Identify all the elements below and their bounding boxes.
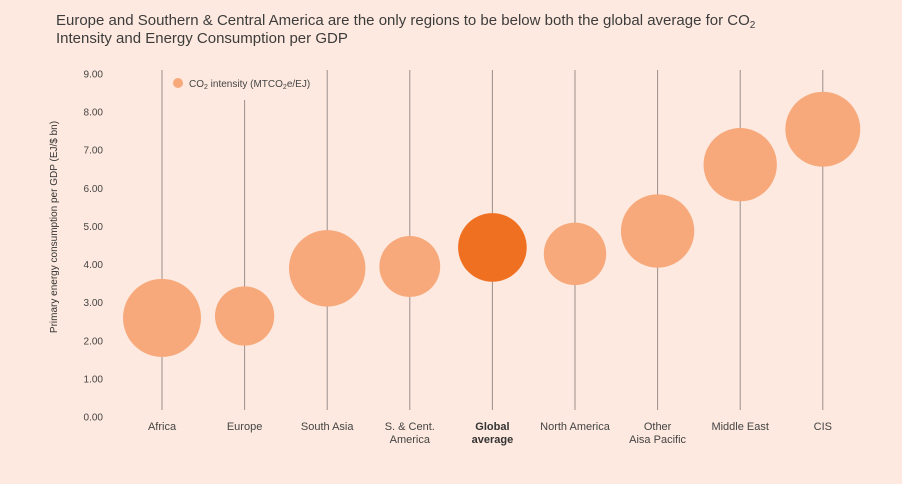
y-tick-label-6: 6.00 [84, 184, 104, 195]
y-tick-label-1: 1.00 [84, 374, 104, 385]
bubble-8 [785, 91, 861, 167]
x-category-label-6-1: Aisa Pacific [629, 434, 686, 446]
legend-label-part-1: 2 [204, 84, 208, 91]
x-category-label-8-0: CIS [814, 421, 832, 433]
y-tick-label-4: 4.00 [84, 260, 104, 271]
x-category-label-6-0: Other [644, 421, 672, 433]
x-category-label-0-0: Africa [148, 421, 177, 433]
x-category-label-1-0: Europe [227, 421, 262, 433]
bubble-7 [703, 128, 777, 202]
y-tick-label-0: 0.00 [84, 413, 104, 424]
x-category-label-5-0: North America [540, 421, 611, 433]
y-tick-label-9: 9.00 [84, 70, 104, 81]
legend-label-part-3: 2 [283, 84, 287, 91]
bubble-3 [379, 236, 441, 297]
y-tick-label-2: 2.00 [84, 336, 104, 347]
x-category-label-7-0: Middle East [711, 421, 768, 433]
bubble-6 [620, 194, 695, 268]
x-category-label-3-1: America [390, 434, 431, 446]
y-tick-label-8: 8.00 [84, 108, 104, 119]
chart-title-line-1: Europe and Southern & Central America ar… [56, 12, 856, 31]
y-tick-label-3: 3.00 [84, 298, 104, 309]
bubble-series [123, 91, 861, 357]
legend-label-part-0: CO [189, 79, 204, 90]
x-axis: Africa Europe South Asia S. & Cent.America G… [148, 421, 832, 446]
legend-label-part-4: e/EJ) [287, 79, 310, 90]
y-axis: 0.00 1.00 2.00 3.00 4.00 5.00 6.00 7.00 8.00 9.00 [84, 70, 104, 424]
chart-title: Europe and Southern & Central America ar… [56, 12, 856, 48]
legend: CO2 intensity (MTCO2e/EJ) [173, 78, 310, 91]
y-tick-label-7: 7.00 [84, 146, 104, 157]
x-category-label-4-1: average [472, 434, 514, 446]
y-tick-label-5: 5.00 [84, 222, 104, 233]
legend-marker [173, 78, 183, 88]
legend-label: CO2 intensity (MTCO2e/EJ) [189, 79, 310, 91]
chart-title-subscript: 2 [749, 20, 756, 31]
bubble-5 [543, 222, 607, 286]
y-axis-label: Primary energy consumption per GDP (EJ/$… [49, 121, 60, 333]
x-category-label-4-0: Global [475, 421, 509, 433]
legend-label-part-2: intensity (MTCO [208, 79, 283, 90]
chart-title-text: Europe and Southern & Central America ar… [56, 12, 750, 29]
bubble-2 [288, 230, 366, 307]
chart-title-line-2: Intensity and Energy Consumption per GDP [56, 30, 348, 47]
bubble-0 [123, 278, 201, 357]
bubble-4 [458, 213, 527, 282]
bubble-1 [214, 286, 275, 346]
x-category-label-3-0: S. & Cent. [385, 421, 435, 433]
x-category-label-2-0: South Asia [301, 421, 354, 433]
